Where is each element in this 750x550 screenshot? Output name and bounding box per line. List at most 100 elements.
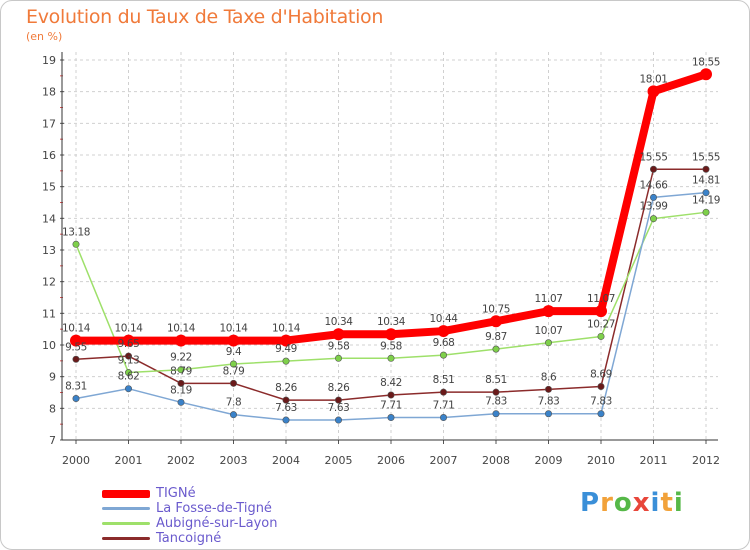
series-point (72, 355, 80, 363)
logo-letter: r (600, 488, 614, 518)
data-label: 10.14 (62, 323, 91, 335)
x-tick-label: 2008 (482, 454, 510, 467)
x-tick-label: 2005 (325, 454, 353, 467)
data-label: 8.51 (485, 374, 507, 386)
data-label: 11.07 (587, 293, 615, 305)
y-tick-label: 8 (49, 402, 56, 415)
y-tick-label: 18 (42, 86, 56, 99)
series-point (492, 410, 500, 418)
x-tick-label: 2007 (430, 454, 458, 467)
data-label: 9.49 (275, 343, 297, 355)
y-tick-label: 15 (42, 181, 56, 194)
data-label: 10.34 (324, 316, 353, 328)
series-point (334, 396, 342, 404)
series-point (282, 357, 290, 365)
y-tick-label: 9 (49, 371, 56, 384)
data-label: 8.26 (328, 382, 350, 394)
data-label: 7.83 (590, 396, 612, 408)
series-point (72, 395, 80, 403)
data-label: 7.63 (275, 402, 297, 414)
data-label: 9.58 (328, 340, 350, 352)
data-label: 13.99 (639, 201, 667, 213)
series-point (334, 416, 342, 424)
data-label: 9.4 (226, 346, 242, 358)
x-tick-label: 2012 (692, 454, 720, 467)
series-point (597, 410, 605, 418)
series-point (177, 398, 185, 406)
data-label: 7.83 (485, 396, 507, 408)
series-point (177, 379, 185, 387)
data-label: 9.22 (170, 352, 192, 364)
x-tick-label: 2002 (167, 454, 195, 467)
data-label: 10.75 (482, 303, 510, 315)
data-label: 8.19 (170, 384, 192, 396)
logo-letter: P (580, 488, 601, 518)
legend-swatch (102, 537, 150, 540)
data-label: 7.71 (380, 400, 402, 412)
y-tick-label: 10 (42, 339, 56, 352)
data-label: 9.68 (433, 337, 455, 349)
proxiti-logo: Proxiti (580, 488, 684, 518)
series-point (597, 332, 605, 340)
legend-label: La Fosse-de-Tigné (156, 501, 272, 516)
legend-item: Aubigné-sur-Layon (102, 516, 278, 531)
data-label: 14.19 (692, 194, 720, 206)
y-tick-label: 7 (49, 434, 56, 447)
legend-item: La Fosse-de-Tigné (102, 501, 278, 516)
series-point (597, 382, 605, 390)
data-label: 8.69 (590, 368, 612, 380)
series-point (647, 85, 660, 98)
x-tick-label: 2006 (377, 454, 405, 467)
series-point (702, 208, 710, 216)
logo-letter: t (660, 488, 674, 518)
data-label: 8.26 (275, 382, 297, 394)
series-point (387, 414, 395, 422)
series-point (125, 385, 133, 393)
data-label: 8.51 (433, 374, 455, 386)
legend-label: Aubigné-sur-Layon (156, 516, 278, 531)
series-point (439, 351, 447, 359)
series-point (227, 334, 240, 347)
data-label: 8.62 (118, 371, 140, 383)
chart-title: Evolution du Taux de Taxe d'Habitation (26, 6, 384, 28)
chart-legend: TIGNé La Fosse-de-Tigné Aubigné-sur-Layon T… (102, 486, 278, 546)
data-label: 7.83 (538, 396, 560, 408)
data-label: 18.55 (692, 56, 720, 68)
data-label: 14.66 (639, 179, 668, 191)
series-point (649, 193, 657, 201)
series-point (544, 385, 552, 393)
legend-swatch (102, 522, 150, 525)
data-label: 10.14 (219, 323, 248, 335)
data-label: 15.55 (692, 151, 720, 163)
series-point (544, 339, 552, 347)
logo-letter: o (613, 488, 633, 518)
data-label: 8.6 (541, 371, 557, 383)
series-point (177, 366, 185, 374)
series-point (122, 334, 135, 347)
data-label: 10.34 (377, 316, 406, 328)
series-point (385, 328, 397, 341)
plot-area (62, 52, 718, 440)
data-label: 8.79 (170, 365, 192, 377)
series-point (702, 165, 710, 173)
data-label: 9.13 (118, 355, 140, 367)
data-label: 7.63 (328, 402, 350, 414)
y-tick-label: 19 (42, 54, 56, 67)
series-point (490, 315, 502, 328)
series-point (230, 360, 238, 368)
data-label: 10.14 (114, 323, 143, 335)
series-point (230, 411, 238, 419)
data-label: 10.44 (429, 313, 458, 325)
series-point (70, 334, 82, 347)
data-label: 10.27 (587, 318, 615, 330)
series-point (125, 369, 133, 377)
data-label: 8.79 (223, 365, 245, 377)
y-tick-label: 16 (42, 149, 56, 162)
series-point (332, 328, 345, 341)
series-point (542, 305, 555, 318)
series-point (492, 345, 500, 353)
series-point (700, 68, 712, 81)
chart-subtitle: (en %) (26, 30, 63, 43)
logo-letter: x (632, 488, 651, 518)
